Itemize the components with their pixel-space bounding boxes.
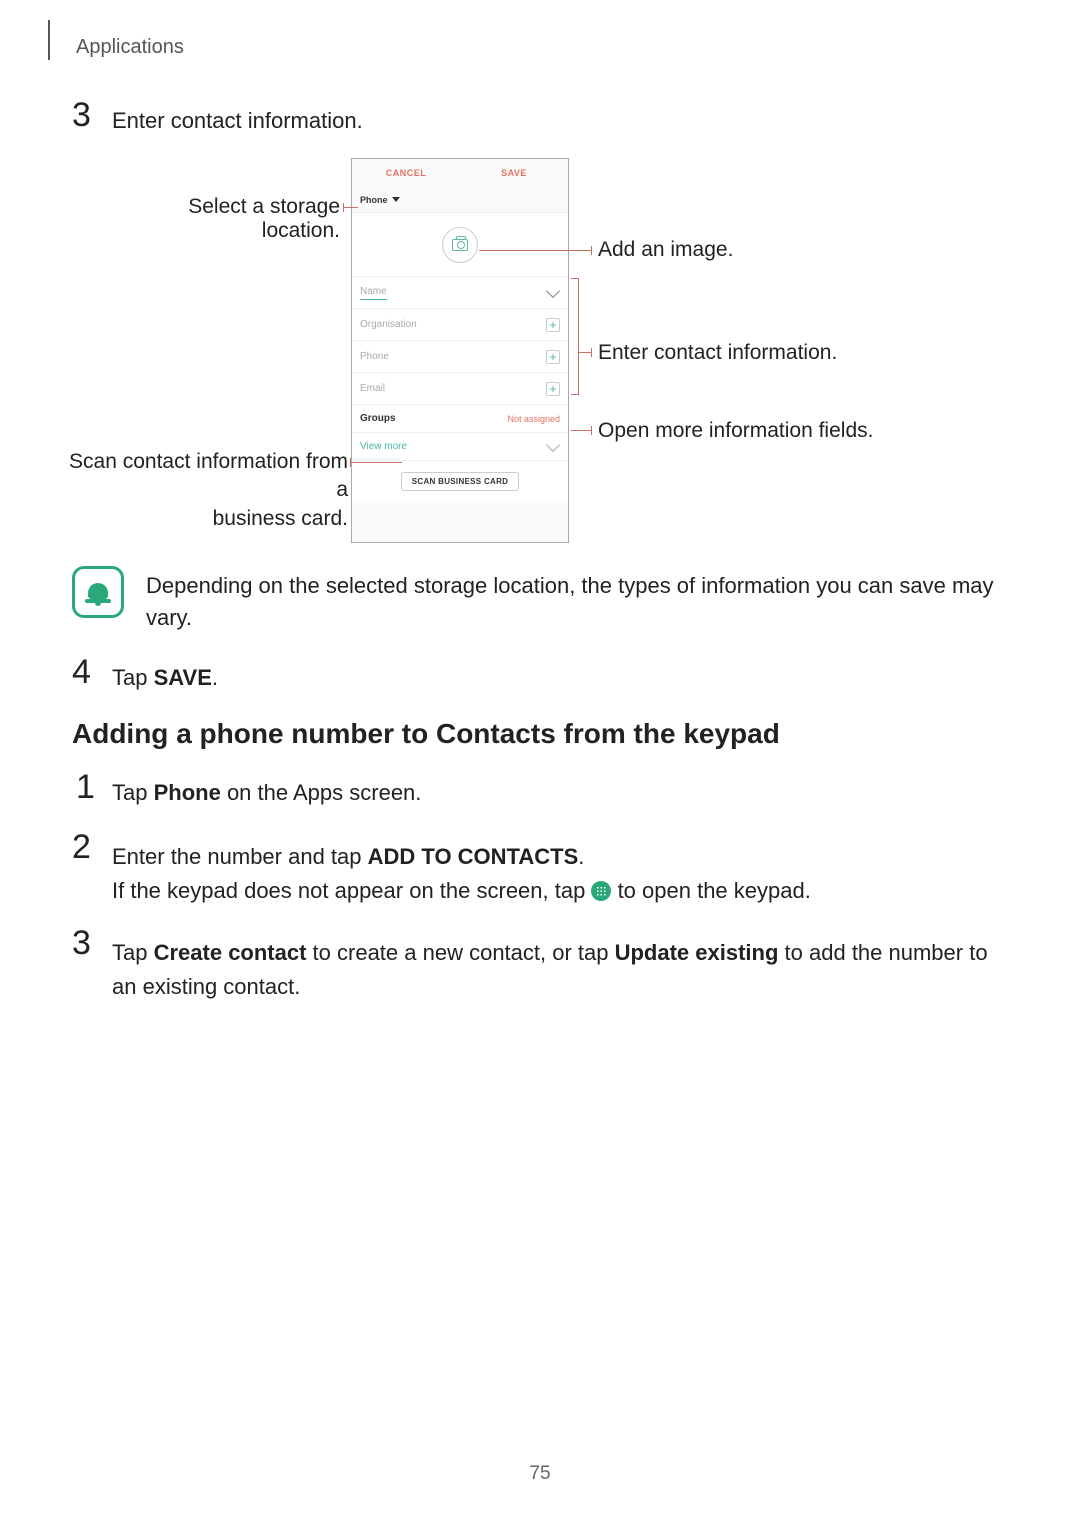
groups-row[interactable]: Groups Not assigned [352, 405, 568, 433]
k2-text: Enter the number and tap ADD TO CONTACTS… [112, 840, 1010, 908]
section-label: Applications [76, 36, 184, 59]
step-3: 3 [72, 98, 91, 132]
keypad-step-1: 1 [76, 770, 95, 804]
callout-tick [591, 426, 592, 435]
k1-text: Tap Phone on the Apps screen. [112, 780, 421, 806]
k1-number: 1 [76, 768, 95, 806]
phone-mockup: CANCEL SAVE Phone Name Organisation + Ph… [351, 158, 569, 543]
callout-line [350, 462, 402, 463]
k2-l1-prefix: Enter the number and tap [112, 844, 368, 869]
dropdown-triangle-icon [392, 197, 400, 202]
chevron-down-icon [546, 437, 560, 451]
camera-icon [452, 239, 468, 251]
callout-open-more: Open more information fields. [598, 419, 873, 443]
k1-bold: Phone [154, 780, 221, 805]
k2-l2-prefix: If the keypad does not appear on the scr… [112, 878, 591, 903]
keypad-step-2: 2 [72, 830, 91, 864]
k1-suffix: on the Apps screen. [221, 780, 422, 805]
step-3-text: Enter contact information. [112, 108, 363, 134]
bell-icon [85, 579, 111, 605]
k3-number: 3 [72, 924, 91, 962]
org-input[interactable]: Organisation [360, 319, 417, 330]
email-input[interactable]: Email [360, 383, 385, 394]
phone-top-bar: CANCEL SAVE [352, 159, 568, 187]
step-3-number: 3 [72, 96, 91, 134]
callout-add-image: Add an image. [598, 238, 733, 262]
keypad-step-3: 3 [72, 926, 91, 960]
plus-icon[interactable]: + [546, 350, 560, 364]
step-4-text: Tap SAVE. [112, 665, 218, 691]
phone-input[interactable]: Phone [360, 351, 389, 362]
k1-prefix: Tap [112, 780, 154, 805]
name-field-row[interactable]: Name [352, 277, 568, 309]
callout-scan-l1: Scan contact information from a [69, 450, 348, 501]
callout-tick [591, 246, 592, 255]
avatar-area [352, 213, 568, 277]
step4-bold: SAVE [154, 665, 212, 690]
keypad-icon [591, 881, 611, 901]
k3-prefix: Tap [112, 940, 154, 965]
scan-row: SCAN BUSINESS CARD [352, 461, 568, 501]
callout-line [571, 430, 592, 431]
page-number: 75 [0, 1463, 1080, 1485]
org-field-row[interactable]: Organisation + [352, 309, 568, 341]
note-text: Depending on the selected storage locati… [146, 570, 1010, 634]
storage-selector[interactable]: Phone [352, 187, 568, 213]
heading-adding-phone: Adding a phone number to Contacts from t… [72, 718, 780, 750]
name-input[interactable]: Name [360, 286, 387, 300]
k3-text: Tap Create contact to create a new conta… [112, 936, 1010, 1004]
groups-value: Not assigned [507, 414, 560, 424]
k2-number: 2 [72, 828, 91, 866]
k2-l1-bold: ADD TO CONTACTS [368, 844, 579, 869]
k3-bold2: Update existing [615, 940, 779, 965]
k3-mid: to create a new contact, or tap [306, 940, 614, 965]
step4-prefix: Tap [112, 665, 154, 690]
callout-enter-info: Enter contact information. [598, 341, 837, 365]
callout-tick [350, 458, 351, 467]
chevron-down-icon[interactable] [546, 283, 560, 297]
step-4-number: 4 [72, 653, 91, 691]
plus-icon[interactable]: + [546, 382, 560, 396]
save-button[interactable]: SAVE [460, 159, 568, 187]
step4-suffix: . [212, 665, 218, 690]
view-more-label: View more [360, 441, 407, 452]
phone-field-row[interactable]: Phone + [352, 341, 568, 373]
callout-line [343, 207, 358, 208]
cancel-button[interactable]: CANCEL [352, 159, 460, 187]
plus-icon[interactable]: + [546, 318, 560, 332]
add-image-button[interactable] [442, 227, 478, 263]
k3-bold1: Create contact [154, 940, 307, 965]
header-rule [48, 20, 50, 60]
k2-l2-suffix: to open the keypad. [611, 878, 810, 903]
callout-scan-l2: business card. [213, 507, 348, 530]
callout-line [479, 250, 592, 251]
callout-scan-card: Scan contact information from a business… [68, 448, 348, 533]
scan-business-card-button[interactable]: SCAN BUSINESS CARD [401, 472, 520, 491]
k2-l1-suffix: . [578, 844, 584, 869]
callout-storage: Select a storage location. [140, 195, 340, 243]
step-4: 4 [72, 655, 91, 689]
view-more-row[interactable]: View more [352, 433, 568, 461]
email-field-row[interactable]: Email + [352, 373, 568, 405]
callout-bracket [571, 278, 579, 395]
note-icon-box [72, 566, 124, 618]
groups-label: Groups [360, 413, 396, 424]
callout-tick [343, 203, 344, 212]
storage-label: Phone [360, 195, 388, 205]
callout-tick [591, 348, 592, 357]
